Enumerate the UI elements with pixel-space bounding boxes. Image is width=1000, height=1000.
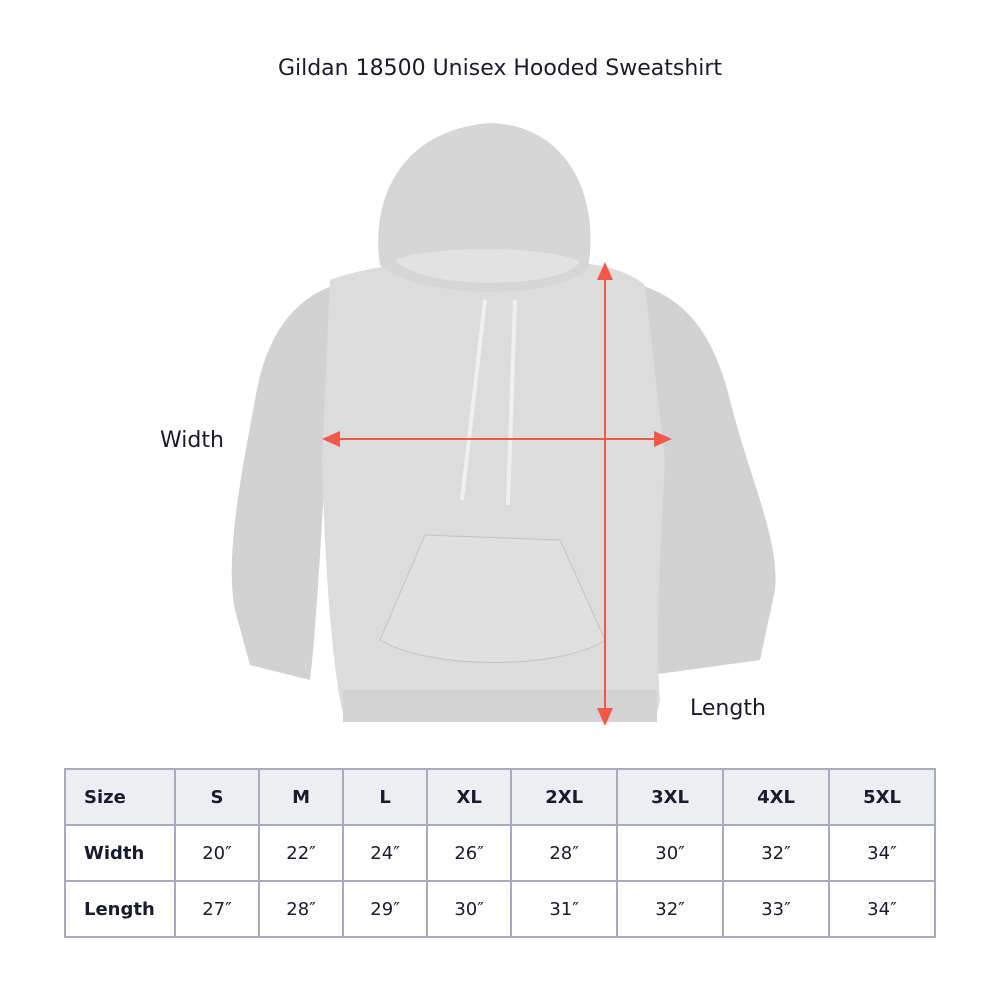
table-cell: 34″ bbox=[828, 824, 936, 882]
table-cell: 30″ bbox=[426, 880, 513, 938]
table-cell: 22″ bbox=[258, 824, 345, 882]
table-header-row: Size S M L XL 2XL 3XL 4XL 5XL bbox=[64, 768, 936, 826]
left-sleeve bbox=[231, 285, 335, 680]
table-cell: 32″ bbox=[616, 880, 725, 938]
table-cell: 29″ bbox=[342, 880, 429, 938]
size-table: Size S M L XL 2XL 3XL 4XL 5XL Width 20″ … bbox=[64, 768, 936, 938]
row-label: Length bbox=[64, 880, 176, 938]
table-cell: 30″ bbox=[616, 824, 725, 882]
header-cell: M bbox=[258, 768, 345, 826]
chart-title: Gildan 18500 Unisex Hooded Sweatshirt bbox=[277, 56, 723, 81]
row-label: Width bbox=[64, 824, 176, 882]
table-cell: 31″ bbox=[510, 880, 619, 938]
table-cell: 24″ bbox=[342, 824, 429, 882]
table-row: Length 27″ 28″ 29″ 30″ 31″ 32″ 33″ 34″ bbox=[64, 880, 936, 938]
header-cell: 3XL bbox=[616, 768, 725, 826]
table-cell: 28″ bbox=[258, 880, 345, 938]
width-label: Width bbox=[160, 428, 224, 453]
table-cell: 34″ bbox=[828, 880, 936, 938]
table-cell: 20″ bbox=[173, 824, 261, 882]
table-row: Width 20″ 22″ 24″ 26″ 28″ 30″ 32″ 34″ bbox=[64, 824, 936, 882]
header-cell: XL bbox=[426, 768, 513, 826]
header-cell: Size bbox=[64, 768, 176, 826]
table-cell: 28″ bbox=[510, 824, 619, 882]
table-cell: 33″ bbox=[722, 880, 830, 938]
table-cell: 26″ bbox=[426, 824, 513, 882]
header-cell: 2XL bbox=[510, 768, 619, 826]
header-cell: S bbox=[173, 768, 261, 826]
table-cell: 32″ bbox=[722, 824, 830, 882]
hoodie-illustration bbox=[231, 123, 776, 726]
length-label: Length bbox=[690, 696, 766, 721]
hood bbox=[378, 123, 591, 292]
header-cell: 5XL bbox=[828, 768, 936, 826]
header-cell: 4XL bbox=[722, 768, 830, 826]
header-cell: L bbox=[342, 768, 429, 826]
table-cell: 27″ bbox=[173, 880, 261, 938]
